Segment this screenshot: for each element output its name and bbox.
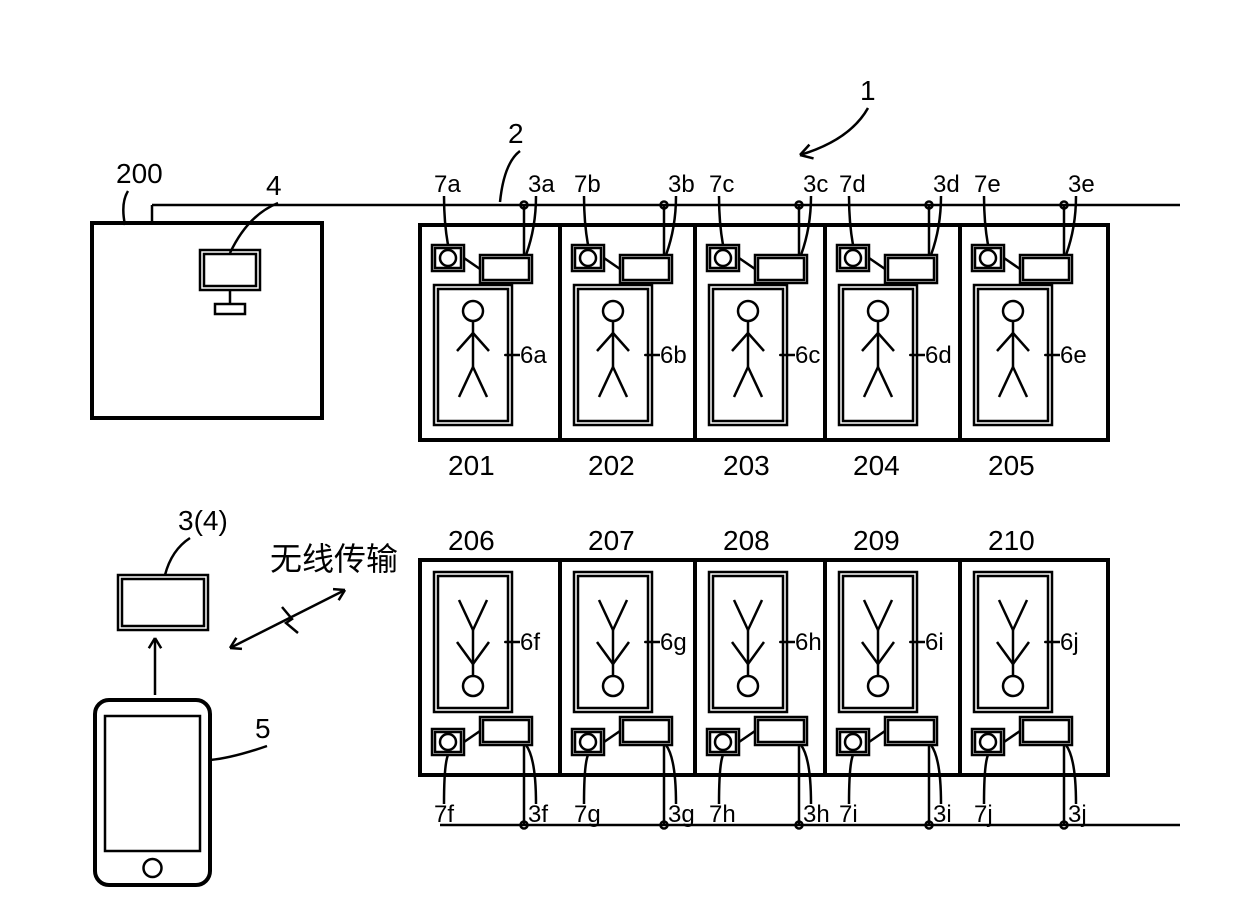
svg-text:6a: 6a bbox=[520, 342, 547, 369]
svg-text:202: 202 bbox=[588, 450, 635, 481]
svg-text:6b: 6b bbox=[660, 342, 687, 369]
svg-text:7h: 7h bbox=[709, 801, 736, 828]
svg-text:208: 208 bbox=[723, 525, 770, 556]
svg-text:6j: 6j bbox=[1060, 629, 1079, 656]
svg-text:无线传输: 无线传输 bbox=[270, 541, 398, 577]
svg-text:7f: 7f bbox=[434, 801, 454, 828]
svg-text:4: 4 bbox=[266, 170, 282, 201]
room-206: 7f 3f 6f 206 bbox=[420, 525, 560, 829]
room-210: 7j 3j 6j 210 bbox=[960, 525, 1108, 829]
svg-text:3i: 3i bbox=[933, 801, 952, 828]
svg-text:3c: 3c bbox=[803, 171, 828, 198]
svg-text:207: 207 bbox=[588, 525, 635, 556]
wireless: 无线传输 bbox=[149, 541, 398, 695]
room-202: 7b 3b 6b 202 bbox=[560, 171, 695, 481]
phone-5: 5 bbox=[95, 700, 271, 885]
svg-text:6f: 6f bbox=[520, 629, 540, 656]
svg-text:3h: 3h bbox=[803, 801, 830, 828]
svg-text:3e: 3e bbox=[1068, 171, 1095, 198]
svg-text:5: 5 bbox=[255, 713, 271, 744]
room-207: 7g 3g 6g 207 bbox=[560, 525, 695, 829]
svg-text:3(4): 3(4) bbox=[178, 505, 228, 536]
svg-text:3a: 3a bbox=[528, 171, 555, 198]
room-204: 7d 3d 6d 204 bbox=[825, 171, 960, 481]
svg-text:7d: 7d bbox=[839, 171, 866, 198]
svg-text:210: 210 bbox=[988, 525, 1035, 556]
station-200 bbox=[92, 223, 322, 418]
svg-text:7b: 7b bbox=[574, 171, 601, 198]
svg-text:6i: 6i bbox=[925, 629, 944, 656]
svg-text:3j: 3j bbox=[1068, 801, 1087, 828]
svg-text:7a: 7a bbox=[434, 171, 461, 198]
svg-text:201: 201 bbox=[448, 450, 495, 481]
svg-text:200: 200 bbox=[116, 158, 163, 189]
svg-text:209: 209 bbox=[853, 525, 900, 556]
svg-text:1: 1 bbox=[860, 75, 876, 106]
svg-text:2: 2 bbox=[508, 118, 524, 149]
svg-text:204: 204 bbox=[853, 450, 900, 481]
room-208: 7h 3h 6h 208 bbox=[695, 525, 830, 829]
svg-text:3f: 3f bbox=[528, 801, 548, 828]
room-201: 7a 3a 6a 201 bbox=[420, 171, 560, 481]
svg-text:206: 206 bbox=[448, 525, 495, 556]
room-205: 7e 3e 6e 205 bbox=[960, 171, 1108, 481]
svg-text:203: 203 bbox=[723, 450, 770, 481]
svg-text:205: 205 bbox=[988, 450, 1035, 481]
device-3-4: 3(4) bbox=[118, 505, 228, 630]
svg-text:6e: 6e bbox=[1060, 342, 1087, 369]
room-203: 7c 3c 6c 203 bbox=[695, 171, 828, 481]
svg-text:6h: 6h bbox=[795, 629, 822, 656]
svg-text:3d: 3d bbox=[933, 171, 960, 198]
svg-text:7c: 7c bbox=[709, 171, 734, 198]
svg-text:6d: 6d bbox=[925, 342, 952, 369]
svg-text:7j: 7j bbox=[974, 801, 993, 828]
svg-text:3b: 3b bbox=[668, 171, 695, 198]
svg-text:3g: 3g bbox=[668, 801, 695, 828]
room-209: 7i 3i 6i 209 bbox=[825, 525, 960, 829]
svg-text:7i: 7i bbox=[839, 801, 858, 828]
svg-text:6c: 6c bbox=[795, 342, 820, 369]
svg-text:6g: 6g bbox=[660, 629, 687, 656]
svg-text:7g: 7g bbox=[574, 801, 601, 828]
svg-text:7e: 7e bbox=[974, 171, 1001, 198]
